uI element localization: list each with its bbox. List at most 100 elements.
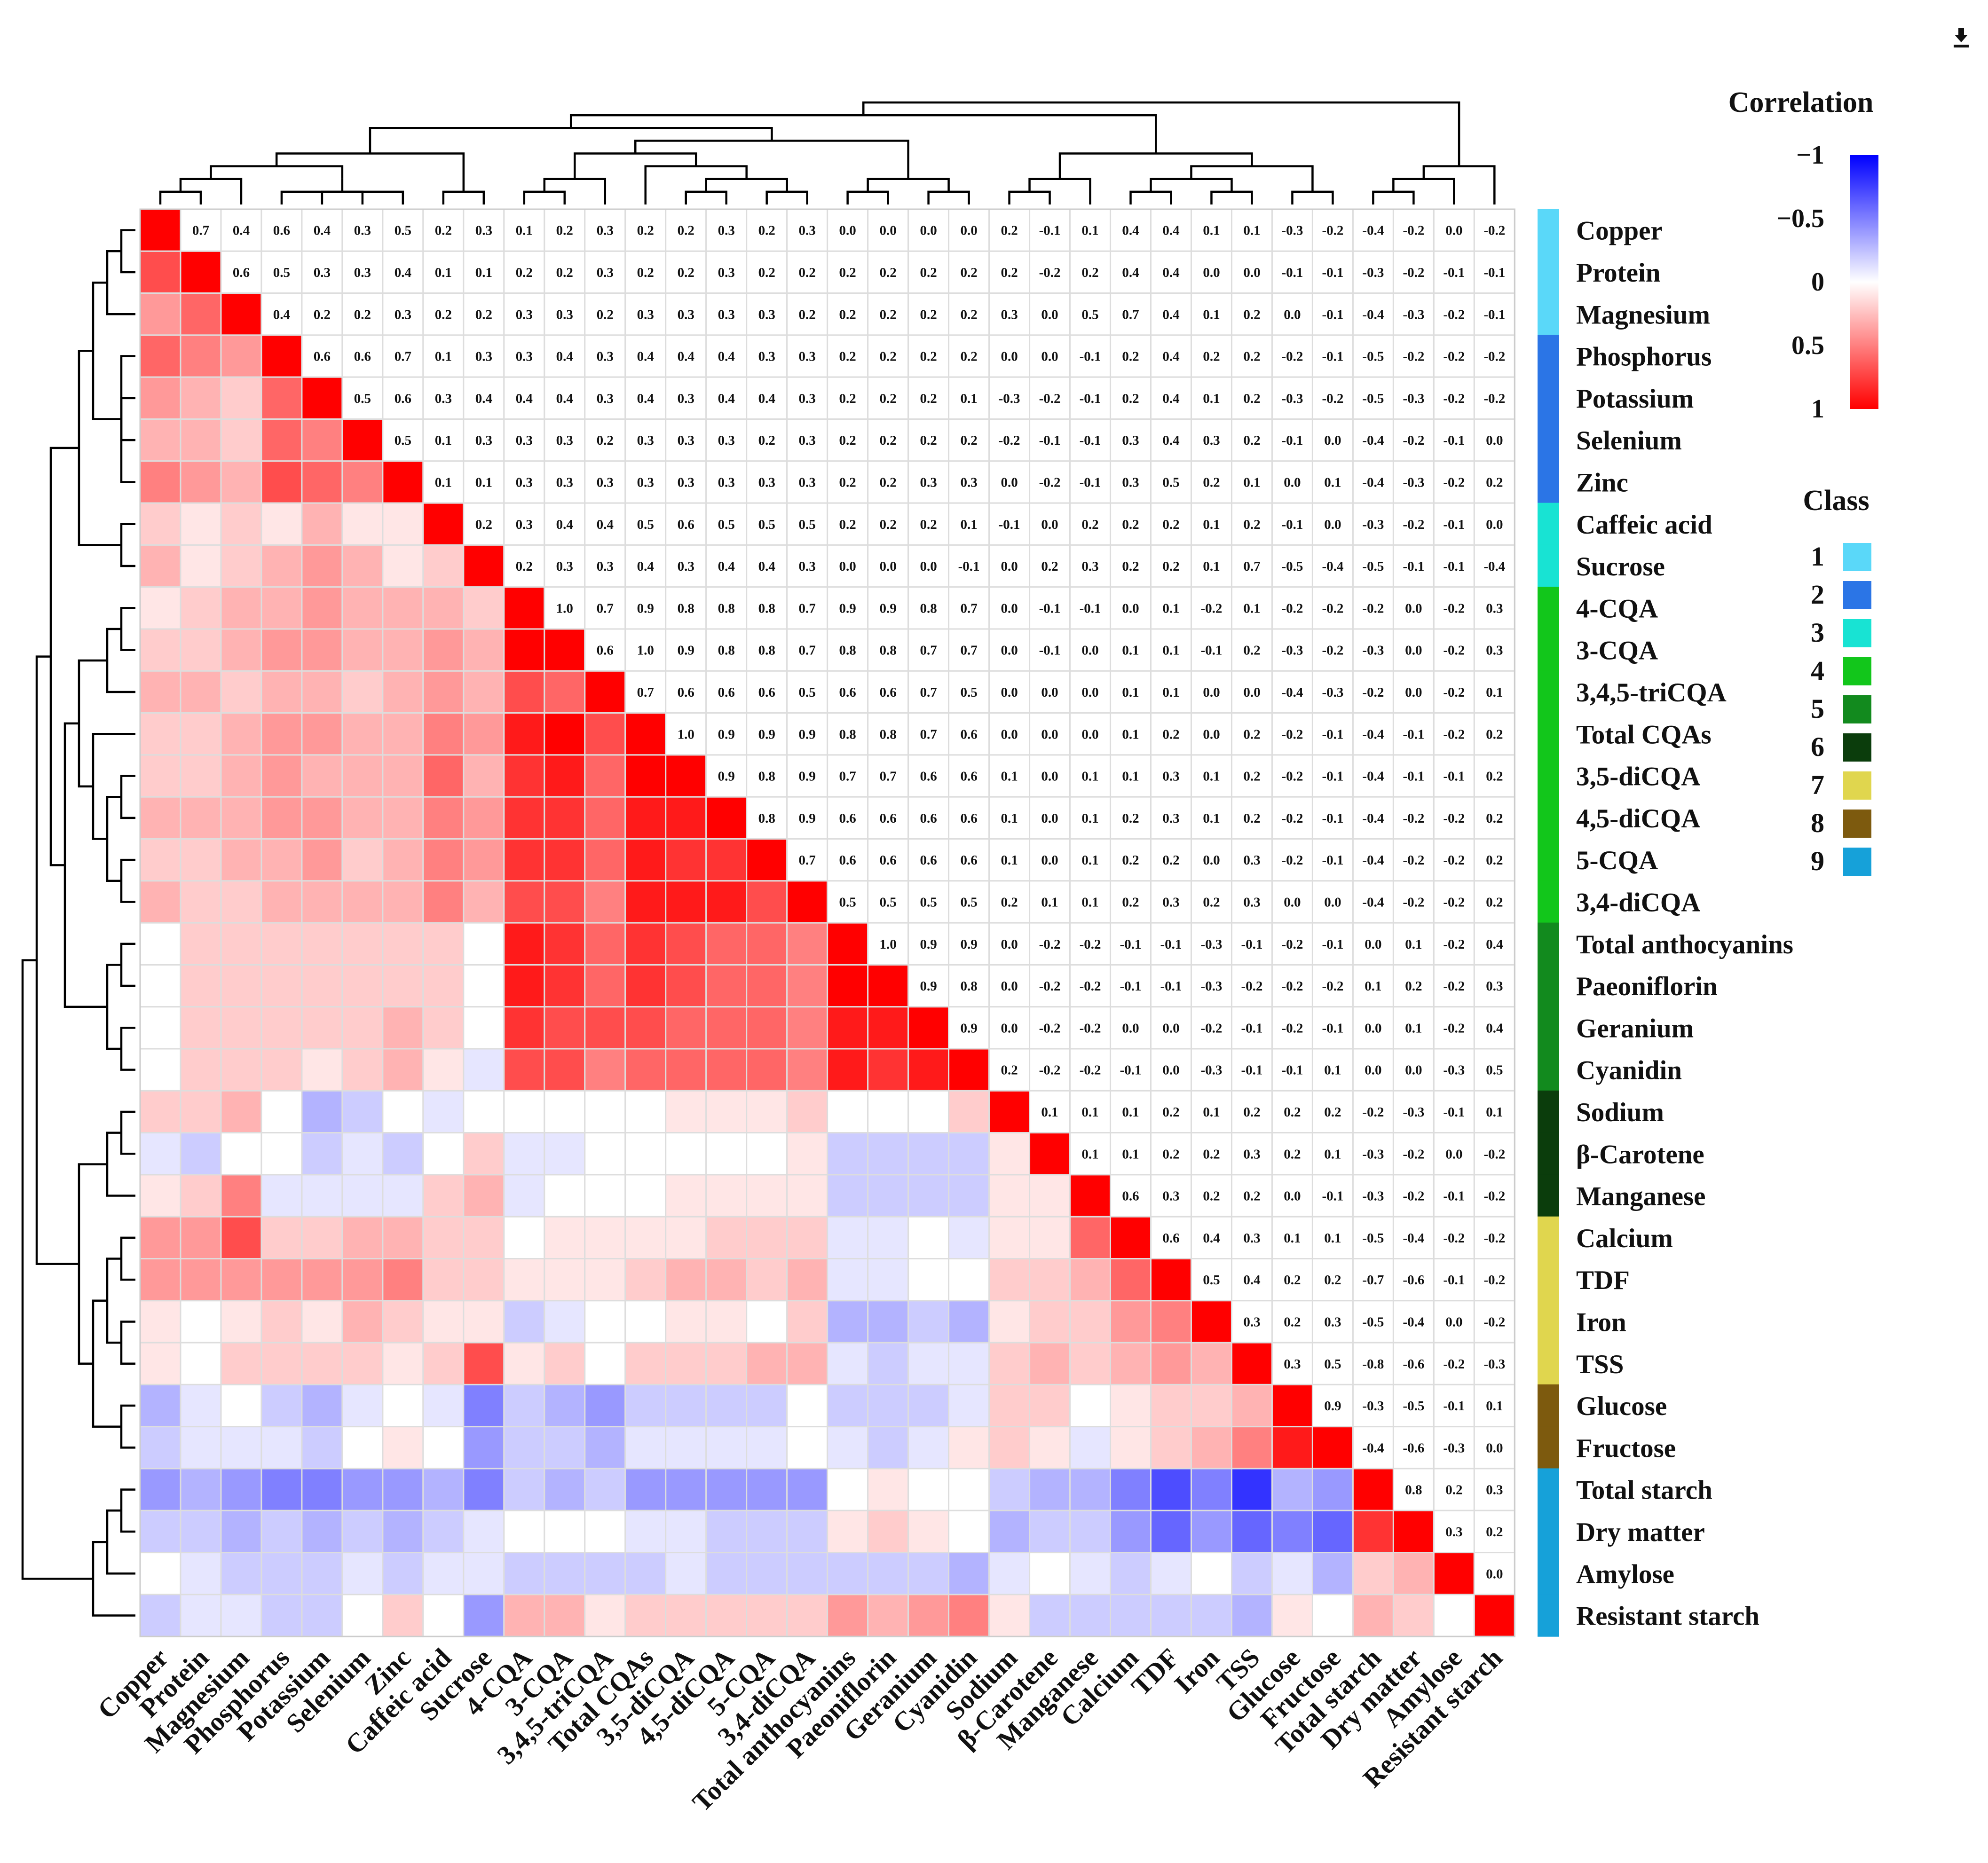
cell-value: 0.8 [839,727,856,742]
heatmap-cell [260,1090,303,1134]
cell-value: 0.0 [1001,559,1018,574]
heatmap-cell [463,1006,505,1050]
class-legend-swatch [1843,733,1871,762]
heatmap-cell [624,1509,667,1554]
cell-value: 0.3 [475,433,492,448]
cell-value: 0.7 [960,643,977,658]
cell-value: 0.1 [1081,895,1098,910]
heatmap-cell [180,460,222,504]
heatmap-cell [180,1342,222,1385]
heatmap-cell [1150,1468,1192,1511]
heatmap-cell [786,1300,828,1344]
heatmap-cell [827,922,869,966]
heatmap-cell [382,670,424,714]
heatmap-cell [705,1048,748,1092]
cell-value: 0.0 [1284,895,1301,910]
heatmap-cell [624,1258,667,1302]
heatmap-cell [503,964,545,1008]
heatmap-cell [867,1552,909,1596]
cell-value: 0.9 [880,601,897,616]
heatmap-cell [341,1090,384,1134]
heatmap-cell [544,1006,586,1050]
heatmap-cell [463,1048,505,1092]
heatmap-cell [1311,376,1354,420]
heatmap-cell [1433,1552,1475,1596]
heatmap-cell [907,1552,950,1596]
class-bar-segment [1538,670,1559,714]
heatmap-cell [260,418,303,462]
cell-value: -0.3 [1362,643,1384,658]
heatmap-cell [988,1090,1031,1134]
heatmap-cell [1150,1426,1192,1470]
cell-value: 0.1 [1203,1105,1220,1120]
download-icon[interactable] [1954,28,1969,47]
heatmap-cell [746,250,788,294]
heatmap-cell [948,250,990,294]
heatmap-cell [1311,1300,1354,1344]
heatmap-cell [341,460,384,504]
row-label: TDF [1576,1266,1630,1295]
heatmap-cell [544,628,586,672]
heatmap-cell [503,502,545,546]
cell-value: 0.0 [1041,349,1058,364]
heatmap-cell [786,1383,828,1428]
heatmap-cell [624,1426,667,1470]
cell-value: 0.2 [435,223,452,238]
cell-value: 0.3 [597,349,614,364]
heatmap-cell [220,628,262,672]
heatmap-cell [422,1258,465,1302]
cell-value: 0.3 [516,433,533,448]
heatmap-cell [624,1552,667,1596]
class-bar-segment [1538,1594,1559,1637]
heatmap-cell [948,1426,990,1470]
heatmap-cell [907,1174,950,1218]
cell-value: 0.2 [1081,265,1098,280]
heatmap-cell [180,292,222,336]
heatmap-cell [463,208,505,252]
heatmap-cell [907,376,950,420]
heatmap-cell [624,880,667,924]
cell-value: 0.0 [1001,1021,1018,1036]
cell-value: 0.0 [1001,643,1018,658]
cell-value: 0.4 [556,517,573,532]
cell-value: -0.1 [1443,517,1465,532]
cell-value: 0.9 [839,601,856,616]
dendrogram-link [120,1236,135,1281]
cell-value: -0.2 [1443,685,1465,700]
cell-value: 0.2 [1486,769,1503,784]
cell-value: 0.4 [1486,937,1503,952]
dendrogram-link [705,178,788,192]
dendrogram-link [321,190,364,204]
heatmap-cell [584,1132,626,1176]
colorbar-tick: −1 [1796,141,1824,170]
heatmap-cell [463,712,505,756]
heatmap-cell [341,838,384,882]
class-legend-label: 3 [1811,617,1824,648]
heatmap-cell [341,922,384,966]
cell-value: 0.0 [1041,307,1058,322]
cell-value: 0.3 [799,433,816,448]
cell-value: -0.1 [1281,1063,1303,1078]
cell-value: 0.3 [516,349,533,364]
heatmap-cell [1029,1258,1071,1302]
cell-value: 0.4 [556,391,573,406]
heatmap-cell [948,1594,990,1637]
cell-value: 0.3 [1243,1231,1260,1246]
heatmap-cell [139,1509,181,1554]
heatmap-cell [180,334,222,378]
heatmap-cell [1150,1300,1192,1344]
heatmap-cell [1473,460,1515,504]
cell-value: 0.4 [233,223,250,238]
cell-value: -0.2 [1241,979,1262,994]
class-bar-segment [1538,377,1559,419]
cell-value: 0.4 [718,349,735,364]
heatmap-cell [503,1048,545,1092]
cell-value: -0.1 [1322,811,1343,826]
dendrogram-link [442,190,485,204]
cell-value: -0.2 [1281,601,1303,616]
heatmap-cell [1271,418,1313,462]
heatmap-cell [422,1216,465,1259]
heatmap-cell [1150,1383,1192,1428]
class-bar-segment [1538,293,1559,336]
